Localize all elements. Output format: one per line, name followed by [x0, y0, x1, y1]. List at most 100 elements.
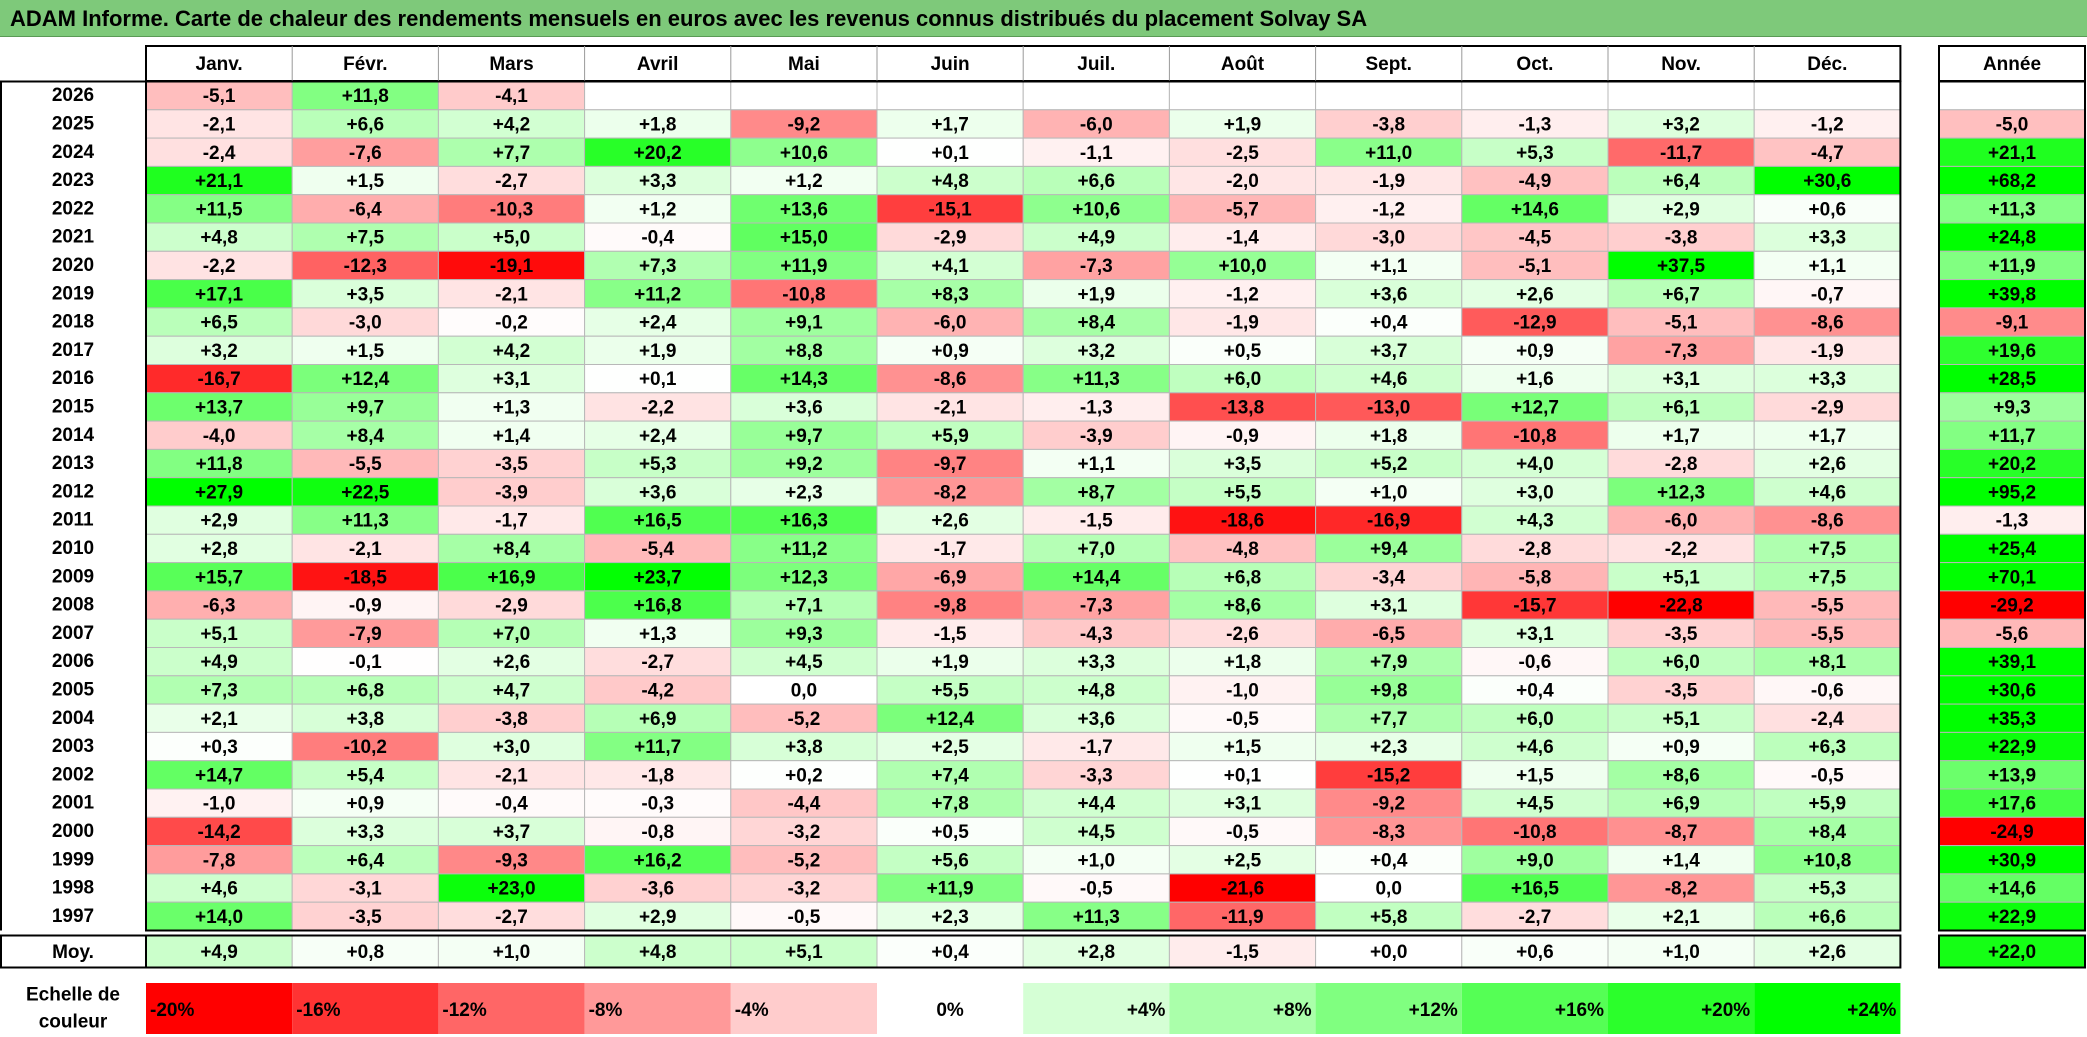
- heatmap-cell: [1607, 81, 1755, 111]
- heatmap-cell: [1315, 873, 1463, 903]
- year-label: 2015: [52, 396, 95, 417]
- cell-value: -12,9: [1513, 313, 1556, 334]
- cell-value: -0,1: [349, 652, 382, 673]
- annual-value: +11,9: [1988, 256, 2035, 277]
- heatmap-cell: [291, 364, 439, 394]
- year-label: 2006: [52, 651, 94, 672]
- heatmap-cell: [1607, 477, 1755, 507]
- cell-value: +11,2: [780, 539, 827, 560]
- heatmap-cell: [1315, 618, 1463, 649]
- annual-value: +35,3: [1988, 709, 2036, 730]
- heatmap-cell: [1022, 590, 1170, 620]
- heatmap-cell: [1607, 562, 1755, 592]
- heatmap-cell: [437, 420, 586, 450]
- cell-value: 0,0: [791, 680, 817, 701]
- year-label: 2022: [52, 198, 94, 219]
- average-cell: [584, 935, 732, 968]
- cell-value: +8,8: [785, 341, 823, 362]
- cell-value: -13,0: [1367, 397, 1410, 418]
- cell-value: +3,7: [1370, 341, 1408, 362]
- cell-value: +11,3: [1073, 907, 1120, 928]
- cell-value: +7,3: [639, 256, 677, 277]
- heatmap-cell: [1168, 873, 1317, 903]
- cell-value: -2,1: [934, 397, 967, 418]
- average-cell: [1461, 935, 1609, 968]
- heatmap-cell: [876, 335, 1024, 366]
- cell-value: +10,0: [1218, 256, 1266, 277]
- cell-value: -5,2: [788, 850, 821, 871]
- cell-value: +4,0: [1516, 454, 1554, 475]
- heatmap-cell: [1168, 760, 1317, 790]
- cell-value: -2,9: [934, 228, 967, 249]
- heatmap-cell: [876, 618, 1024, 649]
- month-header: Juil.: [1077, 54, 1115, 75]
- cell-value: -1,7: [495, 511, 528, 532]
- heatmap-cell: [1022, 618, 1170, 649]
- heatmap-cell: [876, 590, 1024, 620]
- cell-value: +3,5: [1224, 454, 1262, 475]
- heatmap-cell: [1753, 760, 1901, 790]
- cell-value: +0,9: [1662, 737, 1700, 758]
- cell-value: -2,7: [495, 171, 528, 192]
- scale-swatch: [1608, 983, 1755, 1034]
- cell-value: +4,2: [493, 114, 531, 135]
- cell-value: +3,1: [1516, 624, 1554, 645]
- cell-value: -0,4: [495, 794, 528, 815]
- cell-value: -2,1: [349, 539, 382, 560]
- cell-value: -4,0: [203, 426, 236, 447]
- heatmap-cell: [1607, 165, 1755, 196]
- annual-value: -29,2: [1990, 596, 2033, 617]
- heatmap-cell: [584, 618, 732, 649]
- cell-value: -8,2: [1665, 879, 1698, 900]
- annual-cell: [1938, 845, 2086, 875]
- cell-value: +8,4: [1809, 822, 1847, 843]
- cell-value: +9,4: [1370, 539, 1408, 560]
- annual-header-box: [1938, 45, 2086, 82]
- heatmap-cell: [145, 194, 293, 224]
- scale-step-label: +20%: [1701, 1000, 1750, 1021]
- scale-step-label: -12%: [442, 1000, 486, 1021]
- cell-value: -2,7: [1519, 907, 1552, 928]
- heatmap-cell: [1315, 250, 1463, 281]
- heatmap-cell: [730, 505, 878, 535]
- cell-value: -4,3: [1080, 624, 1113, 645]
- cell-value: +7,5: [1809, 539, 1847, 560]
- year-label: 2026: [52, 85, 94, 106]
- cell-value: -3,8: [1372, 114, 1405, 135]
- average-label: Moy.: [52, 942, 94, 963]
- cell-value: +7,4: [931, 765, 969, 786]
- annual-value: +11,7: [1988, 426, 2035, 447]
- cell-value: -2,7: [641, 652, 674, 673]
- cell-value: -2,9: [1811, 397, 1844, 418]
- cell-value: +0,9: [347, 794, 385, 815]
- heatmap-cell: [584, 590, 732, 620]
- heatmap-cell: [437, 364, 586, 394]
- cell-value: -0,8: [641, 822, 674, 843]
- cell-value: +11,8: [342, 86, 389, 107]
- month-header: Nov.: [1661, 54, 1701, 75]
- heatmap-cell: [1315, 81, 1463, 111]
- average-value: +1,0: [493, 942, 531, 963]
- heatmap-cell: [1607, 392, 1755, 422]
- scale-swatch: [146, 983, 293, 1034]
- annual-cell: [1938, 364, 2086, 394]
- annual-cell: [1938, 816, 2086, 847]
- heatmap-cell: [730, 222, 878, 252]
- heatmap-cell: [437, 873, 586, 903]
- heatmap-cell: [437, 250, 586, 281]
- cell-value: -18,6: [1221, 511, 1264, 532]
- cell-value: +4,9: [200, 652, 238, 673]
- heatmap-cell: [584, 392, 732, 422]
- cell-value: +4,6: [1370, 369, 1408, 390]
- heatmap-cell: [145, 250, 293, 281]
- heatmap-cell: [437, 505, 586, 535]
- heatmap-cell: [1315, 364, 1463, 394]
- grid-border: [145, 80, 1902, 932]
- cell-value: +5,9: [1809, 794, 1847, 815]
- heatmap-cell: [1753, 279, 1901, 309]
- cell-value: +3,6: [1370, 284, 1408, 305]
- cell-value: +1,5: [1224, 737, 1262, 758]
- heatmap-cell: [291, 590, 439, 620]
- cell-value: -3,6: [641, 879, 674, 900]
- cell-value: +3,1: [1224, 794, 1262, 815]
